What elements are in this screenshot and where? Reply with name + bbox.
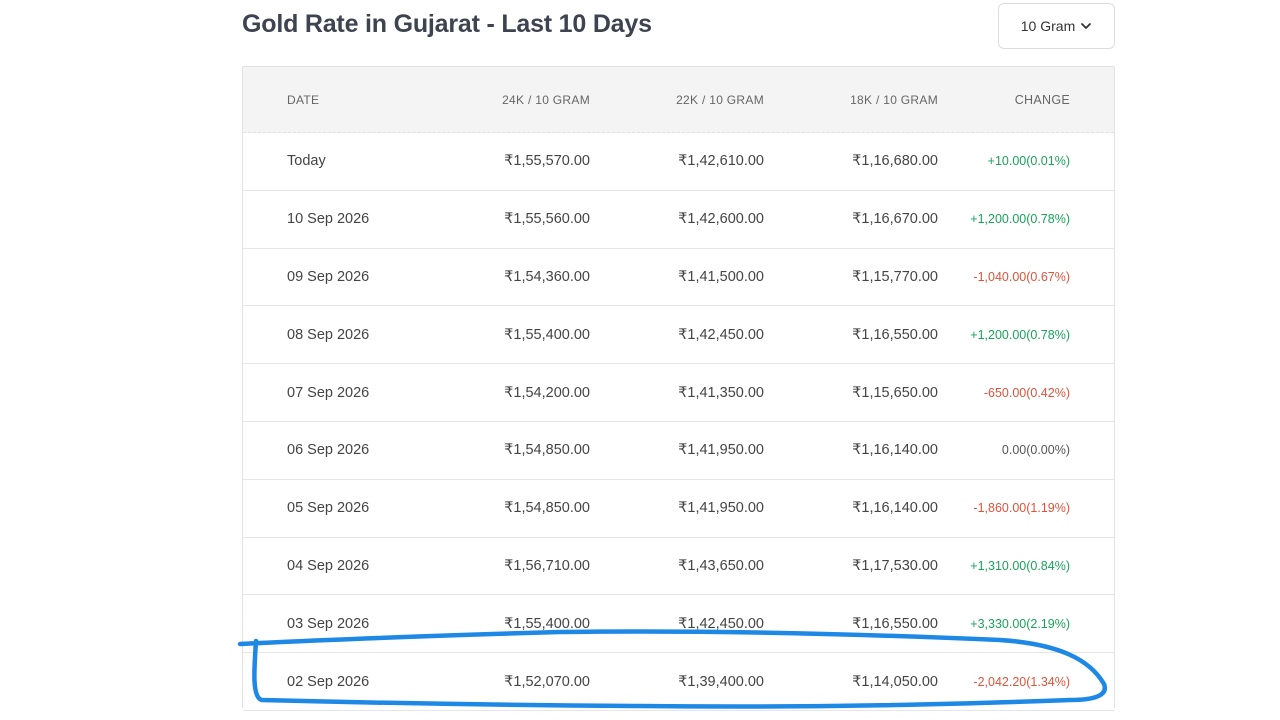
table-row: 10 Sep 2026 ₹1,55,560.00 ₹1,42,600.00 ₹1,16… bbox=[243, 191, 1114, 249]
table-row: Today ₹1,55,570.00 ₹1,42,610.00 ₹1,16,680.0… bbox=[243, 133, 1114, 191]
cell-18k: ₹1,16,550.00 bbox=[852, 615, 938, 632]
cell-22k: ₹1,41,950.00 bbox=[678, 500, 764, 517]
cell-22k: ₹1,42,450.00 bbox=[678, 615, 764, 632]
header-change: CHANGE bbox=[1014, 92, 1070, 107]
cell-18k: ₹1,16,550.00 bbox=[852, 326, 938, 343]
table-row: 02 Sep 2026 ₹1,52,070.00 ₹1,39,400.00 ₹1,14… bbox=[243, 653, 1114, 711]
cell-change: -650.00(0.42%) bbox=[983, 385, 1070, 400]
cell-18k: ₹1,17,530.00 bbox=[852, 557, 938, 574]
cell-change: +1,200.00(0.78%) bbox=[970, 327, 1070, 342]
header-18k: 18K / 10 GRAM bbox=[850, 92, 938, 107]
gold-rate-table: DATE 24K / 10 GRAM 22K / 10 GRAM 18K / 1… bbox=[242, 66, 1115, 711]
cell-date: 02 Sep 2026 bbox=[287, 673, 370, 690]
cell-date: 05 Sep 2026 bbox=[287, 500, 370, 517]
cell-date: 10 Sep 2026 bbox=[287, 211, 370, 228]
cell-24k: ₹1,55,400.00 bbox=[504, 326, 590, 343]
cell-22k: ₹1,42,600.00 bbox=[678, 211, 764, 228]
cell-24k: ₹1,55,560.00 bbox=[504, 211, 590, 228]
unit-select-value: 10 Gram bbox=[1020, 18, 1076, 34]
cell-18k: ₹1,16,140.00 bbox=[852, 500, 938, 517]
cell-22k: ₹1,43,650.00 bbox=[678, 557, 764, 574]
cell-18k: ₹1,14,050.00 bbox=[852, 673, 938, 690]
unit-select-dropdown[interactable]: 10 Gram bbox=[998, 3, 1115, 49]
table-row: 07 Sep 2026 ₹1,54,200.00 ₹1,41,350.00 ₹1,15… bbox=[243, 364, 1114, 422]
cell-22k: ₹1,41,500.00 bbox=[678, 268, 764, 285]
table-row: 04 Sep 2026 ₹1,56,710.00 ₹1,43,650.00 ₹1,17… bbox=[243, 538, 1114, 596]
cell-change: +10.00(0.01%) bbox=[987, 154, 1070, 169]
cell-change: -1,040.00(0.67%) bbox=[973, 269, 1070, 284]
cell-22k: ₹1,41,950.00 bbox=[678, 442, 764, 459]
cell-22k: ₹1,42,450.00 bbox=[678, 326, 764, 343]
cell-date: 07 Sep 2026 bbox=[287, 384, 370, 401]
cell-24k: ₹1,54,850.00 bbox=[504, 500, 590, 517]
table-row: 08 Sep 2026 ₹1,55,400.00 ₹1,42,450.00 ₹1,16… bbox=[243, 306, 1114, 365]
header-24k: 24K / 10 GRAM bbox=[502, 92, 590, 107]
cell-22k: ₹1,42,610.00 bbox=[678, 153, 764, 170]
cell-22k: ₹1,41,350.00 bbox=[678, 384, 764, 401]
cell-change: +1,200.00(0.78%) bbox=[970, 212, 1070, 227]
cell-date: 03 Sep 2026 bbox=[287, 615, 370, 632]
table-row: 05 Sep 2026 ₹1,54,850.00 ₹1,41,950.00 ₹1,16… bbox=[243, 480, 1114, 538]
table-row: 09 Sep 2026 ₹1,54,360.00 ₹1,41,500.00 ₹1,15… bbox=[243, 249, 1114, 307]
page-title: Gold Rate in Gujarat - Last 10 Days bbox=[242, 10, 652, 38]
cell-18k: ₹1,16,670.00 bbox=[852, 211, 938, 228]
table-header: DATE 24K / 10 GRAM 22K / 10 GRAM 18K / 1… bbox=[243, 67, 1114, 133]
cell-24k: ₹1,56,710.00 bbox=[504, 557, 590, 574]
cell-18k: ₹1,15,650.00 bbox=[852, 384, 938, 401]
cell-date: Today bbox=[287, 153, 326, 170]
cell-date: 06 Sep 2026 bbox=[287, 442, 370, 459]
table-row: 06 Sep 2026 ₹1,54,850.00 ₹1,41,950.00 ₹1,16… bbox=[243, 422, 1114, 480]
cell-24k: ₹1,54,360.00 bbox=[504, 268, 590, 285]
cell-change: +3,330.00(2.19%) bbox=[970, 616, 1070, 631]
cell-change: +1,310.00(0.84%) bbox=[970, 558, 1070, 573]
table-body: Today ₹1,55,570.00 ₹1,42,610.00 ₹1,16,680.0… bbox=[243, 133, 1114, 711]
cell-change: -2,042.20(1.34%) bbox=[973, 674, 1070, 689]
cell-date: 09 Sep 2026 bbox=[287, 268, 370, 285]
cell-24k: ₹1,54,850.00 bbox=[504, 442, 590, 459]
table-row: 03 Sep 2026 ₹1,55,400.00 ₹1,42,450.00 ₹1,16… bbox=[243, 595, 1114, 654]
cell-change: 0.00(0.00%) bbox=[1001, 443, 1070, 458]
cell-date: 08 Sep 2026 bbox=[287, 326, 370, 343]
cell-22k: ₹1,39,400.00 bbox=[678, 673, 764, 690]
cell-date: 04 Sep 2026 bbox=[287, 557, 370, 574]
header-date: DATE bbox=[287, 92, 320, 107]
chevron-down-icon bbox=[1081, 23, 1092, 29]
cell-change: -1,860.00(1.19%) bbox=[973, 501, 1070, 516]
cell-18k: ₹1,16,140.00 bbox=[852, 442, 938, 459]
cell-18k: ₹1,16,680.00 bbox=[852, 153, 938, 170]
cell-24k: ₹1,54,200.00 bbox=[504, 384, 590, 401]
cell-24k: ₹1,55,570.00 bbox=[504, 153, 590, 170]
cell-24k: ₹1,55,400.00 bbox=[504, 615, 590, 632]
cell-24k: ₹1,52,070.00 bbox=[504, 673, 590, 690]
cell-18k: ₹1,15,770.00 bbox=[852, 268, 938, 285]
header-22k: 22K / 10 GRAM bbox=[676, 92, 764, 107]
